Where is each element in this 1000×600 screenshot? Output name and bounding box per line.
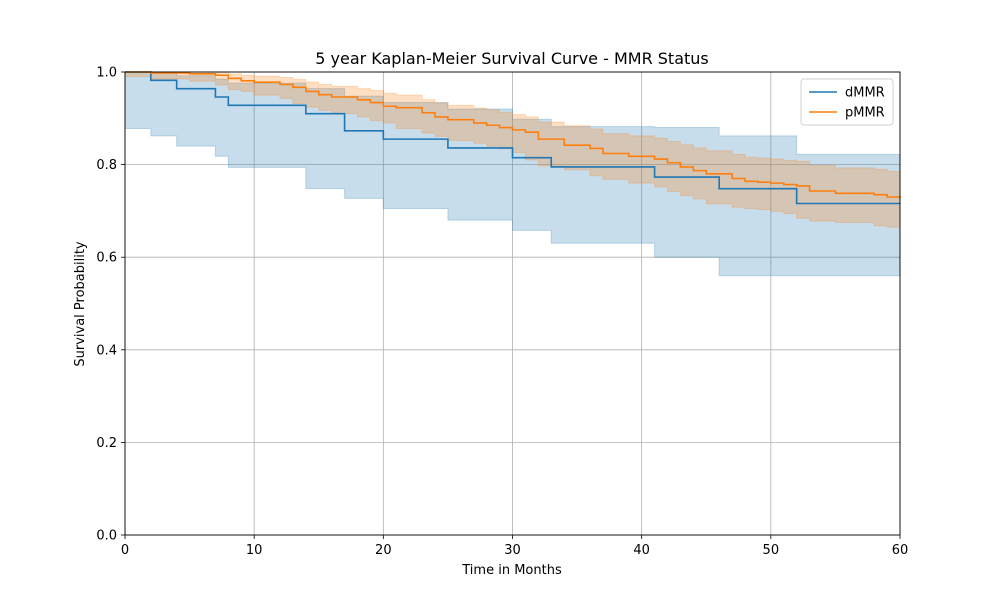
y-tick-label: 0.0 xyxy=(96,529,117,544)
x-tick-label: 0 xyxy=(121,543,129,558)
y-tick-label: 0.2 xyxy=(96,436,117,451)
y-tick-label: 0.4 xyxy=(96,343,117,358)
plot-area: 0 10 20 30 40 50 60 0.0 0.2 0.4 0.6 0.8 1.0 xyxy=(96,66,908,559)
y-axis-label: Survival Probability xyxy=(73,241,88,367)
legend-label-dmmr: dMMR xyxy=(845,86,885,101)
x-axis-label: Time in Months xyxy=(461,563,562,578)
x-tick-label: 40 xyxy=(633,543,650,558)
axes-frame xyxy=(124,71,901,536)
x-tick-label: 20 xyxy=(375,543,392,558)
legend-label-pmmr: pMMR xyxy=(845,106,885,121)
x-tick-label: 30 xyxy=(504,543,521,558)
y-tick-label: 0.6 xyxy=(96,251,117,266)
x-tick-label: 10 xyxy=(246,543,263,558)
y-tick-label: 1.0 xyxy=(96,66,117,81)
legend: dMMR pMMR xyxy=(800,78,894,126)
y-tick-label: 0.8 xyxy=(96,158,117,173)
legend-box xyxy=(800,78,894,126)
x-tick-label: 50 xyxy=(763,543,780,558)
x-tick-label: 60 xyxy=(892,543,909,558)
series-dmmr-line xyxy=(125,71,900,205)
series-pmmr-line xyxy=(125,71,901,199)
chart-title: 5 year Kaplan-Meier Survival Curve - MMR… xyxy=(315,49,709,68)
